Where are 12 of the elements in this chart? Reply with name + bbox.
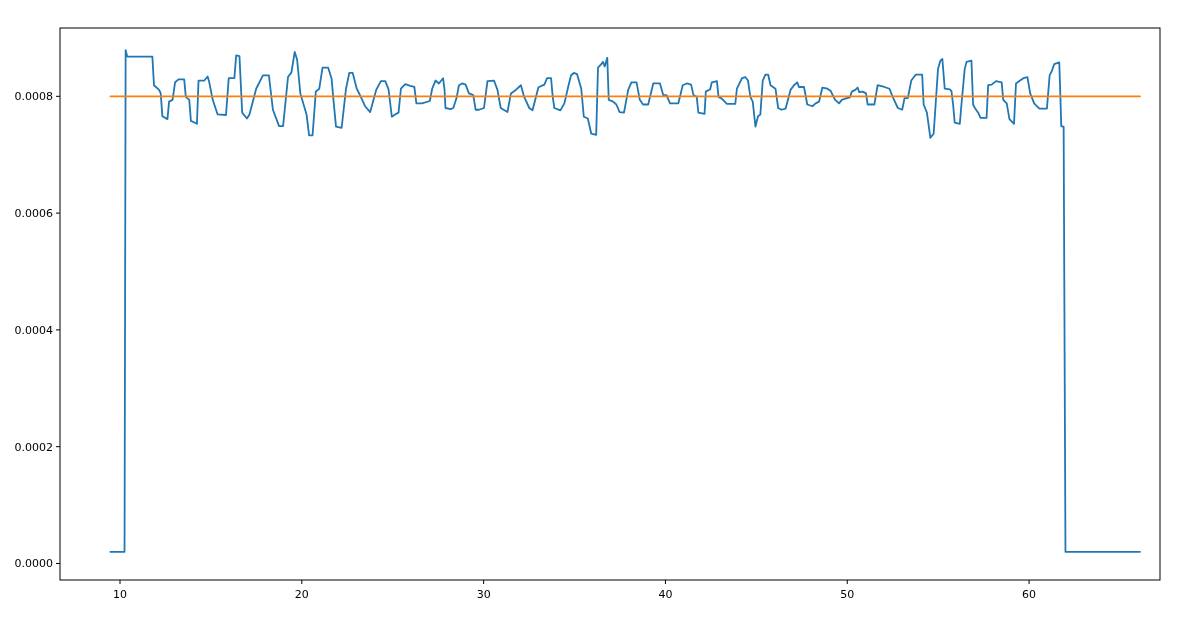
x-tick-label: 60 (1022, 588, 1037, 601)
y-tick-label: 0.0000 (14, 557, 53, 571)
y-tick-label: 0.0004 (14, 323, 53, 337)
y-tick-label: 0.0008 (14, 90, 53, 104)
y-tick-label: 0.0006 (14, 206, 53, 220)
x-tick-label: 20 (294, 588, 309, 601)
x-tick-label: 10 (113, 588, 127, 601)
x-tick-label: 50 (840, 588, 855, 601)
x-tick-label: 40 (658, 588, 673, 601)
y-tick-label: 0.0002 (14, 440, 53, 454)
x-tick-label: 30 (476, 588, 491, 601)
line-series (109, 49, 1141, 553)
